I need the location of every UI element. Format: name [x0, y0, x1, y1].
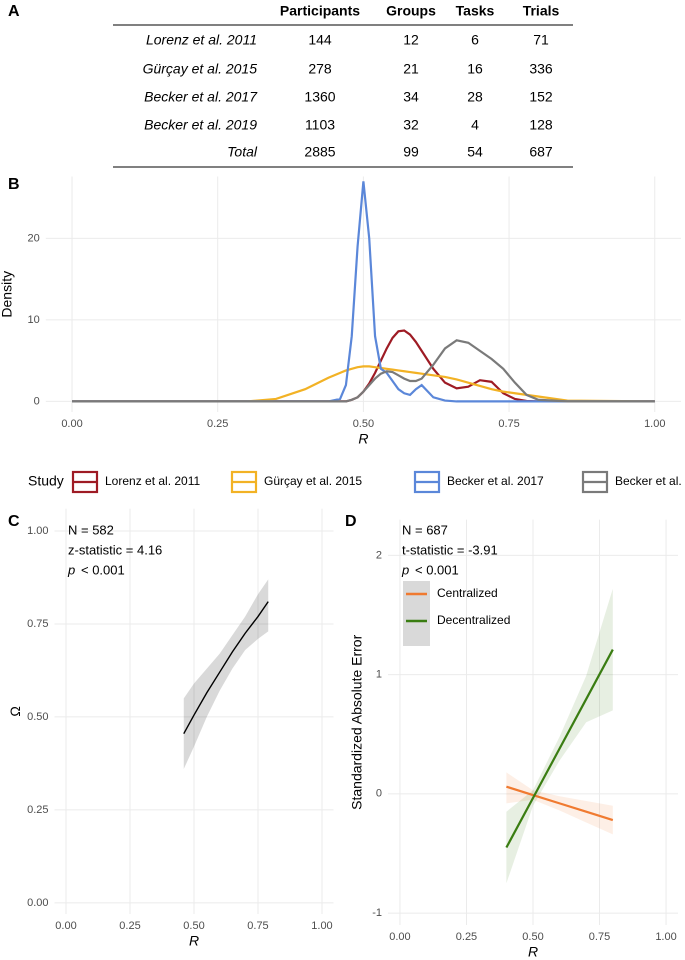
table-cell: 99 [403, 144, 419, 160]
annotation: z-statistic = 4.16 [68, 542, 162, 557]
x-tick-label: 0.75 [498, 418, 519, 430]
plot [45, 176, 681, 412]
y-tick-label: 20 [28, 232, 40, 244]
legend-background [403, 581, 430, 646]
table-cell: 2885 [304, 144, 335, 160]
y-tick-label: 1 [376, 669, 382, 681]
y-tick-label: -1 [372, 907, 382, 919]
table-row-label: Becker et al. 2017 [144, 89, 258, 105]
series-line [72, 339, 655, 403]
table-cell: 687 [529, 144, 553, 160]
x-tick-label: 0.25 [456, 931, 477, 943]
x-tick-label: 0.25 [119, 920, 140, 932]
annotation: p [401, 562, 409, 577]
table-header: Participants [280, 3, 360, 19]
x-tick-label: 0.75 [589, 931, 610, 943]
y-tick-label: 0.75 [27, 618, 48, 630]
x-tick-label: 0.00 [61, 418, 82, 430]
confidence-band [183, 579, 269, 769]
table-cell: 1103 [305, 117, 335, 133]
legend-label: Gürçay et al. 2015 [264, 474, 362, 488]
y-tick-label: 0 [34, 395, 40, 407]
legend-label: Becker et al. 2017 [447, 474, 544, 488]
x-tick-label: 0.00 [389, 931, 410, 943]
annotation: < 0.001 [415, 562, 459, 577]
table-cell: 128 [529, 117, 553, 133]
y-axis-title: Density [0, 271, 15, 318]
x-axis-title: R [358, 431, 368, 447]
x-tick-label: 1.00 [655, 931, 676, 943]
x-tick-label: 1.00 [644, 418, 665, 430]
y-tick-label: 0.00 [27, 897, 48, 909]
plot [388, 519, 678, 925]
table-cell: 21 [403, 61, 419, 77]
annotation: t-statistic = -3.91 [402, 542, 498, 557]
y-tick-label: 1.00 [27, 525, 48, 537]
plot [54, 508, 334, 914]
table-cell: 34 [403, 89, 419, 105]
table-cell: 152 [529, 89, 553, 105]
x-tick-label: 0.50 [522, 931, 543, 943]
legend-title: Study [28, 473, 64, 489]
x-tick-label: 0.50 [183, 920, 204, 932]
legend-label: Centralized [437, 586, 498, 600]
legend-label: Becker et al. 2019 [615, 474, 685, 488]
table-cell: 6 [471, 32, 479, 48]
table-row-label: Becker et al. 2019 [144, 117, 257, 133]
legend-label: Lorenz et al. 2011 [105, 474, 201, 488]
annotation: N = 687 [402, 522, 448, 537]
table-cell: 12 [403, 32, 419, 48]
annotation: N = 582 [68, 522, 114, 537]
panel-label: C [8, 513, 20, 530]
table-cell: 336 [529, 61, 553, 77]
y-axis-title: Standardized Absolute Error [349, 634, 365, 809]
table-cell: 28 [467, 89, 483, 105]
table-cell: 1360 [304, 89, 335, 105]
x-tick-label: 0.50 [353, 418, 374, 430]
y-tick-label: 10 [28, 314, 40, 326]
table-cell: 278 [308, 61, 332, 77]
series-line [505, 649, 614, 849]
table-header: Trials [523, 3, 560, 19]
series-line [72, 365, 655, 403]
x-axis-title: R [189, 933, 199, 949]
panel-label: B [8, 176, 20, 193]
table-header: Tasks [456, 3, 495, 19]
y-tick-label: 2 [376, 549, 382, 561]
table-cell: 32 [403, 117, 419, 133]
y-tick-label: 0.25 [27, 804, 48, 816]
y-tick-label: 0 [376, 788, 382, 800]
series-line [183, 601, 269, 734]
x-tick-label: 0.00 [55, 920, 76, 932]
panel-label: D [345, 513, 357, 530]
x-tick-label: 0.25 [207, 418, 228, 430]
x-axis-title: R [528, 944, 538, 960]
table-row-label: Gürçay et al. 2015 [143, 61, 258, 77]
table-cell: 4 [471, 117, 479, 133]
table-row-label: Total [227, 144, 258, 160]
x-tick-label: 1.00 [311, 920, 332, 932]
y-axis-title: Ω [7, 706, 23, 716]
series-line [506, 785, 614, 822]
table-cell: 71 [533, 32, 549, 48]
legend-label: Decentralized [437, 613, 510, 627]
table-cell: 16 [467, 61, 483, 77]
table-header: Groups [386, 3, 436, 19]
table-cell: 54 [467, 144, 483, 160]
x-tick-label: 0.75 [247, 920, 268, 932]
table-cell: 144 [308, 32, 332, 48]
annotation: < 0.001 [81, 562, 125, 577]
panel-label: A [8, 3, 20, 20]
y-tick-label: 0.50 [27, 711, 48, 723]
annotation: p [67, 562, 75, 577]
table-row-label: Lorenz et al. 2011 [146, 32, 257, 48]
